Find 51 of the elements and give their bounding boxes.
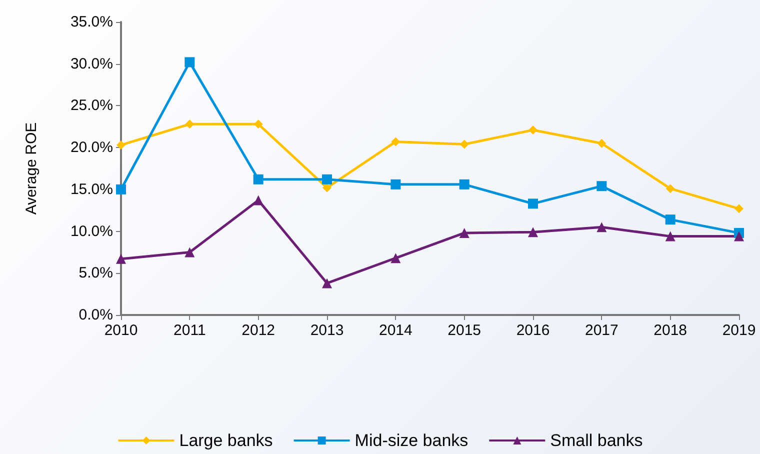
y-tick-label: 30.0% bbox=[70, 55, 113, 72]
legend-label: Mid-size banks bbox=[354, 431, 468, 450]
x-tick-label: 2011 bbox=[174, 322, 206, 339]
point bbox=[184, 57, 195, 68]
point bbox=[322, 174, 332, 184]
y-tick-label: 20.0% bbox=[70, 139, 113, 156]
x-tick-label: 2014 bbox=[378, 322, 412, 339]
point bbox=[666, 184, 675, 194]
point bbox=[116, 184, 126, 194]
legend-label: Small banks bbox=[550, 431, 643, 450]
y-tick-label: 35.0% bbox=[70, 14, 113, 30]
point bbox=[596, 222, 607, 232]
point bbox=[322, 183, 332, 192]
x-tick-label: 2010 bbox=[104, 322, 138, 339]
point bbox=[254, 120, 263, 129]
point bbox=[665, 231, 676, 242]
point bbox=[596, 181, 607, 192]
y-tick-label: 15.0% bbox=[70, 180, 113, 198]
point bbox=[734, 204, 744, 214]
y-tick-label: 10.0% bbox=[70, 222, 113, 240]
point bbox=[253, 174, 264, 184]
x-tick-label: 2013 bbox=[310, 322, 344, 339]
x-tick-label: 2015 bbox=[448, 322, 482, 339]
y-tick-label: 5.0% bbox=[78, 264, 113, 282]
point bbox=[116, 140, 126, 150]
legend-label: Large banks bbox=[179, 431, 273, 450]
point bbox=[390, 179, 401, 190]
y-tick-label: 25.0% bbox=[70, 97, 113, 114]
x-tick-label: 2019 bbox=[722, 322, 756, 339]
y-axis-title: Average ROE bbox=[23, 122, 40, 215]
point bbox=[116, 254, 126, 264]
point bbox=[528, 227, 538, 238]
point bbox=[528, 198, 538, 209]
point bbox=[390, 253, 401, 264]
point bbox=[665, 214, 676, 225]
x-tick-label: 2017 bbox=[584, 322, 618, 339]
point bbox=[185, 120, 194, 129]
y-tick-label: 0.0% bbox=[78, 306, 113, 324]
point bbox=[734, 231, 744, 242]
point bbox=[253, 195, 264, 206]
x-tick-label: 2012 bbox=[242, 322, 276, 339]
point bbox=[459, 179, 470, 190]
point bbox=[460, 140, 469, 149]
x-tick-label: 2018 bbox=[654, 322, 688, 339]
point bbox=[391, 137, 400, 146]
x-tick-label: 2016 bbox=[516, 322, 550, 339]
point bbox=[597, 138, 606, 148]
point bbox=[322, 278, 332, 288]
point bbox=[528, 125, 538, 134]
point bbox=[184, 247, 195, 258]
point bbox=[459, 228, 470, 238]
